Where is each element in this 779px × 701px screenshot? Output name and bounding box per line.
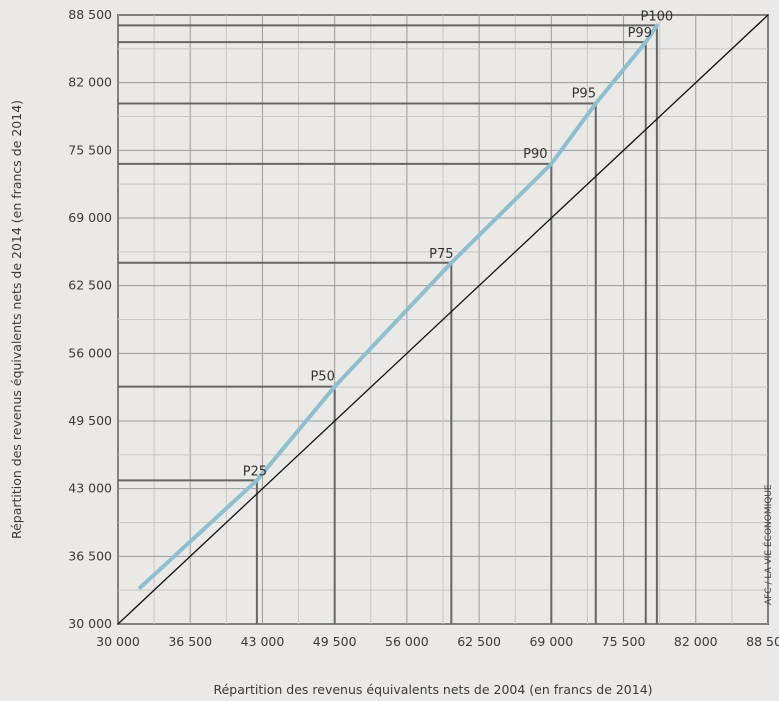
- percentile-guides: [118, 24, 658, 624]
- x-axis-ticks: 30 000 36 500 43 000 49 500 56 000 62 500 69 0…: [96, 634, 779, 649]
- x-tick-label: 49 500: [313, 634, 357, 649]
- y-tick-label: 62 500: [68, 278, 112, 293]
- y-tick-label: 30 000: [68, 616, 112, 631]
- x-tick-label: 88 500: [746, 634, 779, 649]
- percentile-label: P95: [572, 86, 596, 101]
- reference-diagonal: [117, 14, 769, 625]
- y-tick-label: 69 000: [68, 210, 112, 225]
- grid: [117, 14, 769, 625]
- series: [117, 14, 769, 625]
- x-tick-label: 56 000: [385, 634, 429, 649]
- y-tick-label: 82 000: [68, 75, 112, 90]
- percentile-labels: P25 P50 P75 P90 P95 P99 P100: [243, 9, 674, 479]
- y-axis-ticks: 30 000 36 500 43 000 49 500 56 000 62 500 69 0…: [68, 7, 112, 631]
- percentile-label: P90: [523, 147, 547, 162]
- x-tick-label: 82 000: [674, 634, 718, 649]
- percentile-label: P50: [310, 370, 334, 385]
- x-tick-label: 62 500: [457, 634, 501, 649]
- y-tick-label: 56 000: [68, 345, 112, 360]
- y-tick-label: 75 500: [68, 142, 112, 157]
- y-tick-label: 49 500: [68, 413, 112, 428]
- x-tick-label: 75 500: [602, 634, 646, 649]
- percentile-label: P25: [243, 464, 267, 479]
- y-tick-label: 88 500: [68, 7, 112, 22]
- x-tick-label: 30 000: [96, 634, 140, 649]
- y-tick-label: 43 000: [68, 481, 112, 496]
- percentile-label: P75: [429, 247, 453, 262]
- x-axis-title: Répartition des revenus équivalents nets…: [213, 682, 652, 697]
- series-line: [138, 23, 659, 590]
- x-tick-label: 69 000: [529, 634, 573, 649]
- x-tick-label: 36 500: [168, 634, 212, 649]
- x-tick-label: 43 000: [241, 634, 285, 649]
- source-credit: AFC / LA VIE ÉCONOMIQUE: [762, 484, 774, 605]
- y-tick-label: 36 500: [68, 548, 112, 563]
- y-axis-title: Répartition des revenus équivalents nets…: [9, 100, 24, 539]
- percentile-label: P100: [641, 9, 674, 24]
- percentile-label: P99: [628, 26, 652, 41]
